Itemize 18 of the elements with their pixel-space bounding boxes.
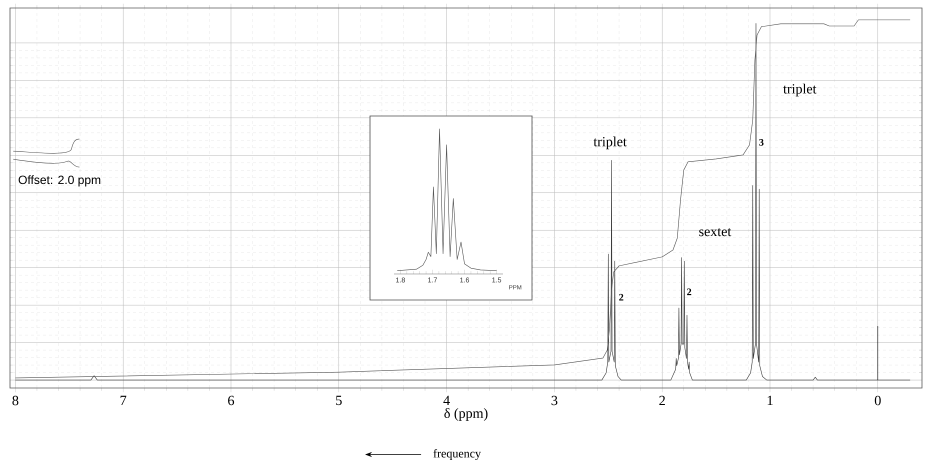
x-tick-label: 4 [443,396,450,405]
annotation: 3 [759,138,764,146]
annotation: Offset: 2.0 ppm [18,175,100,186]
x-tick-label: 3 [552,396,558,406]
annotation: sextet [699,228,732,236]
text: frequency [433,448,481,460]
annotation: triplet [783,84,816,96]
x-tick-label: 0 [874,396,881,406]
x-tick-label: 7 [120,396,126,405]
x-axis-title: δ (ppm) [444,408,488,421]
x-tick-label: 6 [228,396,234,406]
x-tick-label: 1 [768,396,773,406]
annotation: 2 [687,288,692,296]
annotation: 2 [619,294,624,301]
x-tick-label: 2 [659,396,665,406]
annotation: triplet [594,136,627,150]
x-tick-label: 5 [336,396,342,406]
x-tick-label: 8 [12,396,18,406]
